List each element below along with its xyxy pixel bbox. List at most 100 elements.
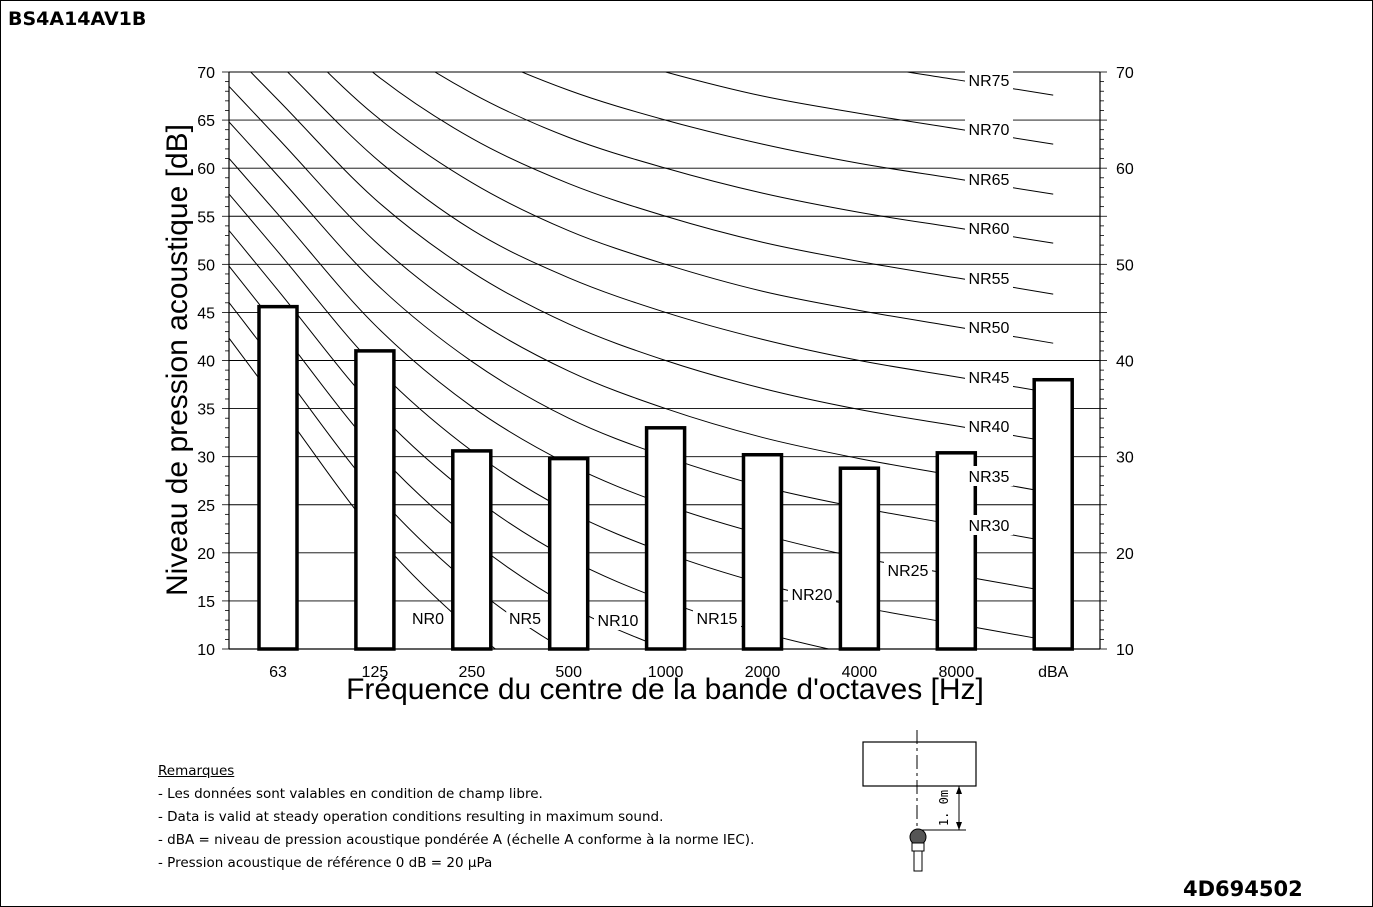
remark-line: - dBA = niveau de pression acoustique po… <box>158 832 755 848</box>
nr-label-nr50: NR50 <box>969 320 1010 337</box>
nr-label-bg <box>788 584 836 604</box>
y-tick-label-right: 10 <box>1116 642 1134 659</box>
nr-label-nr75: NR75 <box>969 73 1010 90</box>
model-code: BS4A14AV1B <box>8 8 147 30</box>
dimension-arrow-bottom <box>956 822 962 830</box>
nr-label-nr45: NR45 <box>969 370 1010 387</box>
nr-label-bg <box>965 317 1013 337</box>
y-tick-label-left: 65 <box>197 113 215 130</box>
remark-line: - Data is valid at steady operation cond… <box>158 809 664 825</box>
y-tick-label-left: 60 <box>197 161 215 178</box>
bar-4000 <box>838 466 881 651</box>
y-tick-label-right: 70 <box>1116 65 1134 82</box>
nr-label-nr65: NR65 <box>969 172 1010 189</box>
nr-label-nr20: NR20 <box>792 587 833 604</box>
nr-label-nr40: NR40 <box>969 419 1010 436</box>
nr-label-bg <box>965 466 1013 486</box>
nr-label-nr5: NR5 <box>509 611 541 628</box>
nr-label-nr55: NR55 <box>969 271 1010 288</box>
y-tick-label-left: 10 <box>197 642 215 659</box>
nr-label-nr30: NR30 <box>969 518 1010 535</box>
remarks-heading: Remarques <box>158 763 235 779</box>
y-tick-label-right: 20 <box>1116 546 1134 563</box>
nr-label-bg <box>965 70 1013 90</box>
nr-label-bg <box>965 515 1013 535</box>
unit-box <box>862 741 977 787</box>
y-tick-label-right: 30 <box>1116 450 1134 467</box>
x-tick-label: 1000 <box>648 664 684 681</box>
nr-label-bg <box>506 608 544 628</box>
nr-label-nr70: NR70 <box>969 122 1010 139</box>
distance-label: 1. 0m <box>937 790 951 826</box>
nr-label-bg <box>409 608 447 628</box>
y-tick-label-left: 20 <box>197 546 215 563</box>
nr-label-bg <box>693 608 741 628</box>
bar-1000 <box>644 426 687 651</box>
nr-curve-nr35 <box>229 85 1054 494</box>
x-axis-title: Fréquence du centre de la bande d'octave… <box>346 673 984 706</box>
document-code: 4D694502 <box>1183 877 1303 901</box>
nr-label-bg <box>965 268 1013 288</box>
microphone-body <box>911 842 925 852</box>
x-tick-label: dBA <box>1038 664 1069 681</box>
nr-label-bg <box>965 169 1013 189</box>
nr-label-nr0: NR0 <box>412 611 444 628</box>
bar-2000 <box>741 452 784 651</box>
nr-label-bg <box>594 610 642 630</box>
nr-label-bg <box>965 119 1013 139</box>
nr-label-bg <box>965 367 1013 387</box>
nr-curve-nr40 <box>250 72 1054 443</box>
axes: 10 15 20 25 30 35 40 45 50 55 60 65 70 10 20 30 40 50 60 70… <box>197 65 1134 681</box>
y-tick-label-left: 70 <box>197 65 215 82</box>
nr-curve-nr65 <box>520 72 1054 195</box>
y-tick-label-right: 60 <box>1116 161 1134 178</box>
x-tick-label: 4000 <box>842 664 878 681</box>
bar-250 <box>451 449 493 651</box>
bar-dBA <box>1032 377 1074 651</box>
nr-label-bg <box>884 560 932 580</box>
nr-curve-nr45 <box>286 72 1054 394</box>
x-tick-label: 125 <box>362 664 389 681</box>
x-tick-label: 2000 <box>745 664 781 681</box>
nr-label-nr60: NR60 <box>969 221 1010 238</box>
bar-500 <box>547 456 590 651</box>
remark-line: - Les données sont valables en condition… <box>158 786 543 802</box>
x-tick-label: 500 <box>555 664 582 681</box>
nr-curves <box>229 72 1054 649</box>
nr-label-bg <box>965 218 1013 238</box>
y-tick-label-left: 25 <box>197 498 215 515</box>
y-tick-label-left: 55 <box>197 209 215 226</box>
microphone-stand <box>913 850 923 872</box>
nr-label-nr10: NR10 <box>598 613 639 630</box>
y-tick-label-right: 40 <box>1116 354 1134 371</box>
y-tick-label-left: 50 <box>197 257 215 274</box>
nr-curve-nr5 <box>229 301 565 649</box>
nr-curve-nr70 <box>663 72 1054 145</box>
remark-line: - Pression acoustique de référence 0 dB … <box>158 855 493 871</box>
y-tick-label-right: 50 <box>1116 257 1134 274</box>
nr-label-nr25: NR25 <box>888 563 929 580</box>
x-tick-label: 8000 <box>939 664 975 681</box>
y-tick-label-left: 15 <box>197 594 215 611</box>
nr-curve-nr55 <box>371 72 1054 295</box>
y-tick-label-left: 35 <box>197 402 215 419</box>
nr-curve-nr30 <box>229 121 1054 543</box>
bar-125 <box>354 349 396 651</box>
nr-label-nr35: NR35 <box>969 469 1010 486</box>
dimension-arrow-top <box>956 786 962 794</box>
y-tick-label-left: 30 <box>197 450 215 467</box>
remarks-section: Remarques - Les données sont valables en… <box>158 760 754 875</box>
x-tick-label: 63 <box>269 664 287 681</box>
nr-curve-labels: NR0 NR5 NR10 NR15 NR20 NR25 NR30 NR35 NR40 NR45 NR… <box>409 70 1013 630</box>
nr-label-bg <box>965 416 1013 436</box>
y-axis-title: Niveau de pression acoustique [dB] <box>161 124 194 596</box>
nr-curve-nr0 <box>229 337 497 649</box>
y-tick-label-left: 40 <box>197 354 215 371</box>
x-tick-label: 250 <box>458 664 485 681</box>
y-tick-label-left: 45 <box>197 305 215 322</box>
nr-label-nr15: NR15 <box>697 611 738 628</box>
nr-curve-nr60 <box>433 72 1054 244</box>
bar-63 <box>257 304 299 651</box>
